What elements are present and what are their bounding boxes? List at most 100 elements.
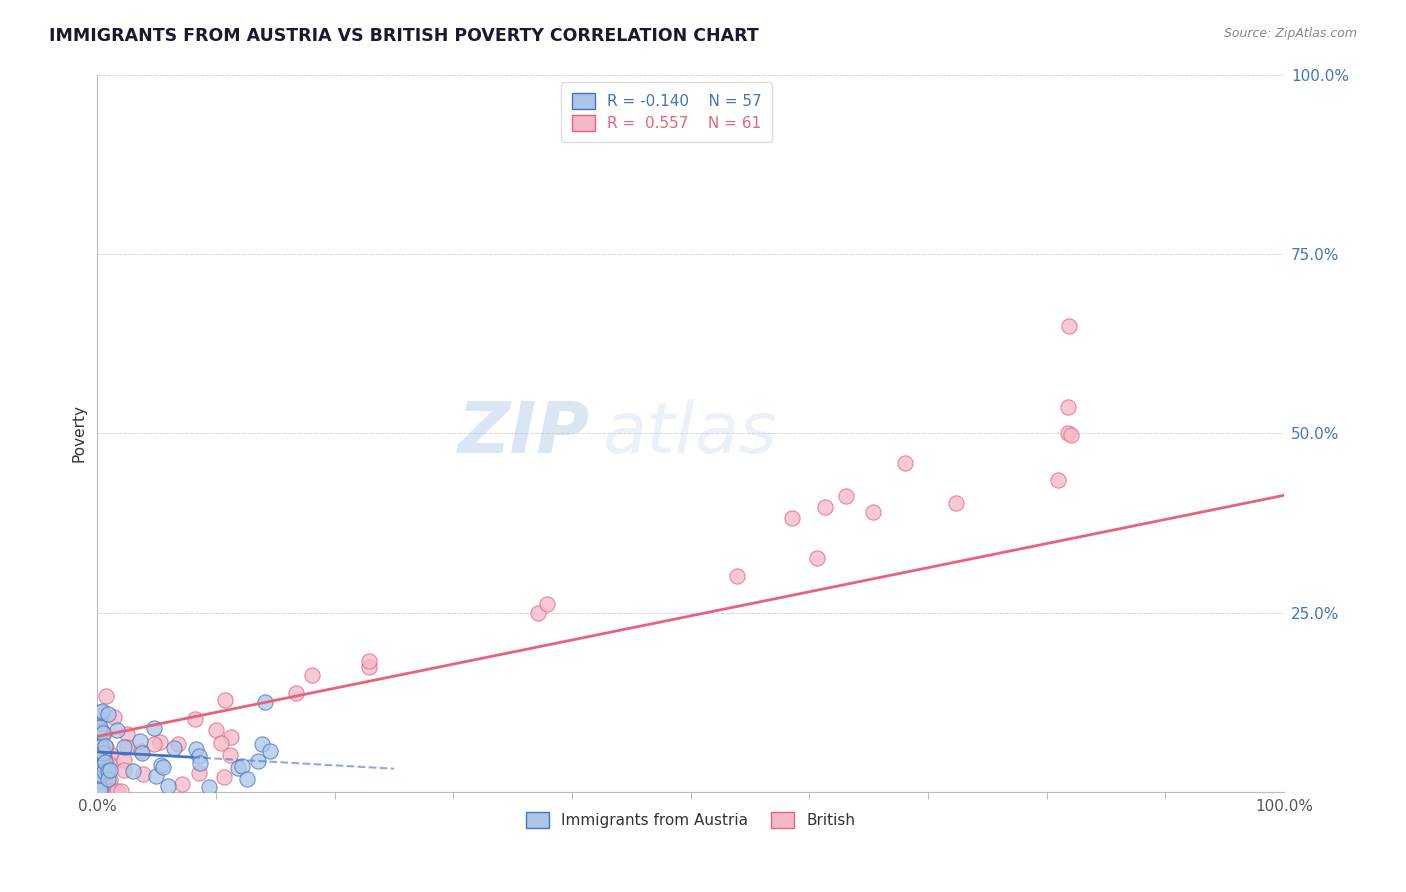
Point [359,660,381,674]
Point [93,750,115,764]
Point [1060,427,1083,442]
Point [357,654,380,668]
Point [1047,473,1070,487]
Point [91,745,114,759]
Point [91,784,114,798]
Point [725,568,748,582]
Point [98,764,121,778]
Point [103,710,125,724]
Point [105,723,128,737]
Point [1056,425,1078,440]
Point [98,747,121,762]
Point [89,755,111,769]
Point [87,773,110,788]
Point [87,731,110,746]
Point [157,779,180,793]
Point [94,739,117,754]
Point [90,739,112,753]
Point [89,783,111,797]
Point [91,747,114,761]
Point [97,756,120,771]
Point [112,764,135,778]
Point [214,693,236,707]
Point [862,506,884,520]
Point [212,770,235,784]
Point [97,764,120,778]
Point [129,744,152,758]
Point [89,780,111,795]
Point [527,606,550,620]
Point [536,597,558,611]
Point [87,770,110,784]
Point [115,739,138,754]
Point [87,778,110,792]
Point [97,706,120,721]
Point [129,734,152,748]
Point [97,772,120,787]
Point [814,500,837,515]
Point [170,777,193,791]
Point [219,748,242,763]
Point [110,784,132,798]
Point [143,721,166,735]
Legend: Immigrants from Austria, British: Immigrants from Austria, British [520,806,862,835]
Point [780,510,803,524]
Text: Source: ZipAtlas.com: Source: ZipAtlas.com [1223,27,1357,40]
Point [131,747,153,761]
Point [945,496,967,510]
Point [1057,319,1080,334]
Point [87,719,110,733]
Point [93,770,115,784]
Point [100,784,122,798]
Point [91,784,114,798]
Point [252,738,274,752]
Point [205,723,228,737]
Point [806,551,828,566]
Point [89,720,111,734]
Point [89,784,111,798]
Point [221,730,243,744]
Point [209,736,232,750]
Point [87,758,110,772]
Point [93,747,115,761]
Point [93,726,115,740]
Text: IMMIGRANTS FROM AUSTRIA VS BRITISH POVERTY CORRELATION CHART: IMMIGRANTS FROM AUSTRIA VS BRITISH POVER… [49,27,759,45]
Point [259,744,281,758]
Point [93,756,115,770]
Point [121,764,143,779]
Point [94,690,117,704]
Point [89,725,111,739]
Point [87,739,110,754]
Point [89,751,111,765]
Point [91,757,114,772]
Point [87,723,110,737]
Point [894,456,917,470]
Text: atlas: atlas [602,399,776,467]
Point [149,735,172,749]
Point [105,784,128,798]
Point [91,725,114,739]
Point [87,721,110,735]
Y-axis label: Poverty: Poverty [72,404,86,462]
Point [226,761,249,775]
Text: ZIP: ZIP [457,399,589,467]
Point [835,490,858,504]
Point [254,695,277,709]
Point [167,737,190,751]
Point [90,739,112,753]
Point [90,784,112,798]
Point [184,712,207,726]
Point [163,740,186,755]
Point [100,773,122,788]
Point [142,737,165,751]
Point [1056,400,1078,414]
Point [87,784,110,798]
Point [90,784,112,798]
Point [93,764,115,778]
Point [91,756,114,771]
Point [91,746,114,760]
Point [89,710,111,724]
Point [90,767,112,781]
Point [87,768,110,782]
Point [284,686,307,700]
